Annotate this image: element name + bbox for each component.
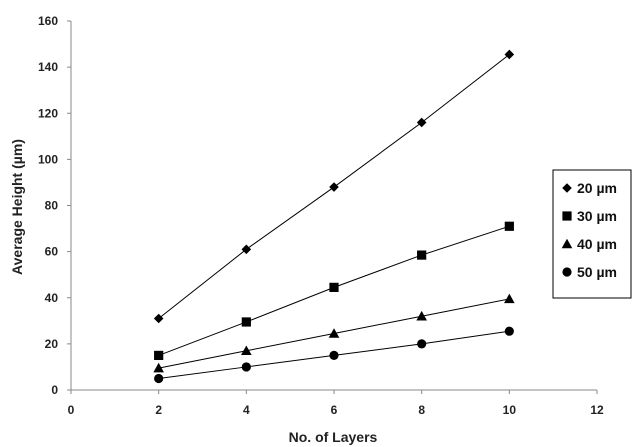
data-point: [416, 117, 427, 128]
series-square: [154, 221, 514, 361]
data-point: [328, 328, 340, 338]
data-point: [417, 339, 427, 349]
y-tick-label: 0: [51, 383, 58, 397]
x-ticks: 0 2 4 6 8 10 12: [68, 390, 604, 417]
y-tick-label: 40: [45, 291, 59, 305]
legend-marker-circle: [562, 267, 572, 277]
y-tick-label: 20: [45, 337, 59, 351]
y-tick-label: 120: [38, 106, 58, 120]
legend-marker-triangle: [561, 238, 573, 249]
data-point: [241, 362, 251, 372]
x-tick-label: 0: [68, 403, 75, 417]
legend-label: 40 µm: [577, 236, 617, 252]
data-point: [154, 373, 164, 384]
legend: 20 µm 30 µm 40 µm 50 µm: [552, 169, 632, 299]
y-axis-title: Average Height (µm): [9, 139, 25, 275]
data-point: [241, 244, 252, 255]
data-point: [241, 345, 252, 356]
legend-marker-diamond: [562, 183, 572, 193]
data-point: [504, 49, 515, 60]
data-point: [153, 313, 164, 324]
data-point: [329, 350, 339, 361]
y-tick-label: 60: [45, 245, 59, 259]
data-point: [329, 282, 339, 292]
series-circle: [154, 326, 514, 384]
series-layer: [153, 49, 515, 384]
data-point: [416, 310, 427, 321]
data-point: [504, 326, 514, 336]
y-tick-label: 140: [38, 60, 58, 74]
data-point: [504, 221, 514, 231]
legend-label: 20 µm: [577, 180, 617, 196]
data-point: [504, 293, 515, 304]
x-tick-label: 10: [503, 403, 517, 417]
data-point: [154, 350, 164, 361]
data-point: [329, 182, 339, 192]
y-tick-label: 80: [45, 199, 59, 213]
x-axis-title: No. of Layers: [289, 429, 378, 445]
x-tick-label: 6: [331, 403, 338, 417]
axes: 0 2 4 6 8 10 12 0 20 40 60 80 100 120 140 160: [38, 14, 604, 417]
series-triangle: [153, 293, 515, 373]
y-ticks: 0 20 40 60 80 100 120 140 160: [38, 14, 71, 397]
x-tick-label: 8: [418, 403, 425, 417]
legend-label: 50 µm: [577, 264, 617, 280]
y-tick-label: 160: [38, 14, 58, 28]
legend-label: 30 µm: [577, 208, 617, 224]
x-tick-label: 4: [243, 403, 250, 417]
data-point: [417, 250, 427, 260]
legend-marker-square: [562, 211, 572, 221]
series-diamond: [153, 49, 515, 324]
data-point: [153, 362, 164, 373]
y-tick-label: 100: [38, 152, 58, 166]
x-tick-label: 2: [155, 403, 162, 417]
data-point: [241, 317, 251, 327]
x-tick-label: 12: [590, 403, 604, 417]
